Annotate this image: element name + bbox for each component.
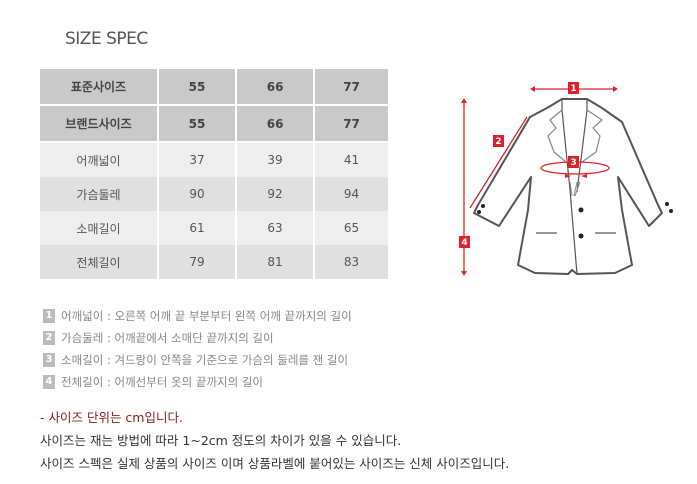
- cell: 79: [156, 245, 237, 279]
- note-line: 사이즈 스펙은 실제 상품의 사이즈 이며 상품라벨에 붙어있는 사이즈는 신체…: [40, 456, 510, 471]
- cell: 65: [313, 211, 388, 245]
- table-header-row: 브랜드사이즈 55 66 77: [40, 105, 388, 143]
- table-row: 어깨넓이 37 39 41: [40, 142, 388, 177]
- table-row: 소매길이 61 63 65: [40, 211, 388, 245]
- legend-number: 3: [43, 353, 55, 367]
- legend-item: 1 어깨넓이 : 오른쪽 어깨 끝 부분부터 왼쪽 어깨 끝까지의 길이: [43, 305, 352, 327]
- header-cell: 66: [235, 69, 315, 106]
- marker-3-label: 3: [570, 158, 576, 168]
- legend-text: 소매길이 : 겨드랑이 안쪽을 기준으로 가슴의 둘레를 잰 길이: [61, 353, 349, 367]
- marker-4: [459, 236, 470, 248]
- legend-number: 2: [43, 331, 55, 345]
- legend-item: 2 가슴둘레 : 어깨끝에서 소매단 끝까지의 길이: [43, 327, 352, 349]
- legend-number: 4: [43, 375, 55, 389]
- cell: 37: [156, 142, 237, 177]
- table-row: 전체길이 79 81 83: [40, 245, 388, 279]
- legend-text: 전체길이 : 어깨선부터 옷의 끝까지의 길이: [61, 375, 264, 389]
- marker-2-label: 2: [495, 137, 501, 147]
- header-cell: 77: [313, 105, 388, 143]
- header-cell: 브랜드사이즈: [40, 105, 158, 143]
- cell: 61: [156, 211, 237, 245]
- row-label: 소매길이: [40, 211, 158, 245]
- cell: 39: [235, 142, 315, 177]
- notes: - 사이즈 단위는 cm입니다. 사이즈는 재는 방법에 따라 1~2cm 정도…: [40, 407, 509, 476]
- cell: 94: [313, 177, 388, 211]
- marker-1: [568, 82, 579, 94]
- row-label: 가슴둘레: [40, 177, 158, 211]
- legend-item: 4 전체길이 : 어깨선부터 옷의 끝까지의 길이: [43, 371, 352, 393]
- measurement-legend: 1 어깨넓이 : 오른쪽 어깨 끝 부분부터 왼쪽 어깨 끝까지의 길이 2 가슴둘…: [43, 305, 352, 393]
- cell: 92: [235, 177, 315, 211]
- legend-item: 3 소매길이 : 겨드랑이 안쪽을 기준으로 가슴의 둘레를 잰 길이: [43, 349, 352, 371]
- row-label: 어깨넓이: [40, 142, 158, 177]
- cell: 81: [235, 245, 315, 279]
- legend-text: 어깨넓이 : 오른쪽 어깨 끝 부분부터 왼쪽 어깨 끝까지의 길이: [61, 309, 352, 323]
- marker-4-label: 4: [461, 238, 467, 248]
- note-line: 사이즈는 재는 방법에 따라 1~2cm 정도의 차이가 있을 수 있습니다.: [40, 433, 402, 448]
- marker-1-label: 1: [570, 84, 576, 94]
- cell: 83: [313, 245, 388, 279]
- jacket-diagram: 1 2 3 4: [459, 82, 673, 276]
- marker-3: [568, 156, 579, 168]
- cell: 63: [235, 211, 315, 245]
- cell: 41: [313, 142, 388, 177]
- cell: 90: [156, 177, 237, 211]
- size-table: 표준사이즈 55 66 77 브랜드사이즈 55 66 77 어깨넓이 37 39 41 가슴둘레…: [40, 69, 388, 279]
- header-cell: 55: [156, 105, 237, 143]
- page-title: SIZE SPEC: [65, 29, 148, 49]
- table-header-row: 표준사이즈 55 66 77: [40, 69, 388, 106]
- legend-number: 1: [43, 309, 55, 323]
- marker-2: [493, 135, 504, 147]
- table-row: 가슴둘레 90 92 94: [40, 177, 388, 211]
- row-label: 전체길이: [40, 245, 158, 279]
- unit-note: - 사이즈 단위는 cm입니다.: [40, 410, 183, 425]
- header-cell: 55: [156, 69, 237, 106]
- header-cell: 표준사이즈: [40, 69, 158, 106]
- header-cell: 66: [235, 105, 315, 143]
- legend-text: 가슴둘레 : 어깨끝에서 소매단 끝까지의 길이: [61, 331, 274, 345]
- header-cell: 77: [313, 69, 388, 106]
